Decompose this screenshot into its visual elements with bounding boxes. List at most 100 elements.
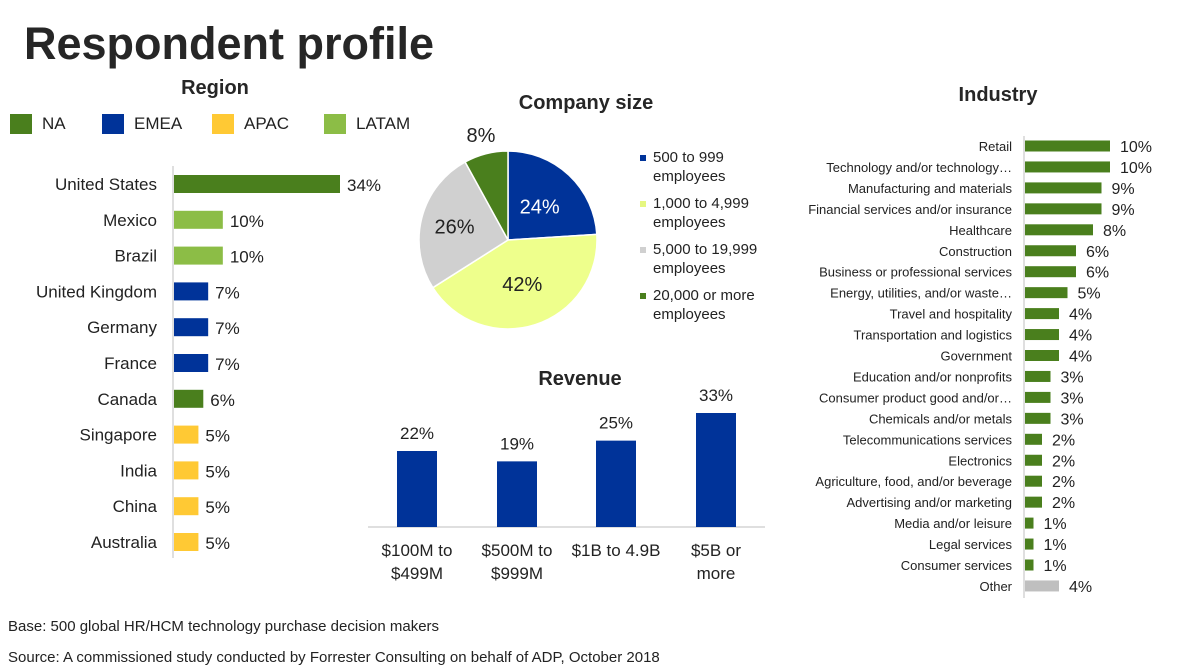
industry-category-label: Education and/or nonprofits: [853, 369, 1012, 384]
legend-label: NA: [42, 114, 66, 133]
revenue-category-label: $1B to 4.9B: [572, 541, 661, 560]
revenue-value-label: 22%: [400, 424, 434, 443]
revenue-value-label: 19%: [500, 434, 534, 453]
industry-value-label: 4%: [1069, 307, 1092, 324]
industry-value-label: 6%: [1086, 244, 1109, 261]
region-category-label: Singapore: [79, 426, 157, 445]
industry-category-label: Travel and hospitality: [890, 307, 1013, 322]
industry-value-label: 10%: [1120, 139, 1152, 156]
industry-bar: [1025, 140, 1110, 152]
region-value-label: 10%: [230, 212, 264, 231]
industry-bar: [1025, 287, 1068, 299]
revenue-bar: [497, 461, 537, 527]
region-value-label: 5%: [205, 427, 230, 446]
industry-category-label: Manufacturing and materials: [848, 181, 1013, 196]
industry-bar: [1025, 329, 1059, 341]
pie-value-label: 26%: [435, 216, 475, 238]
region-bar: [174, 175, 340, 193]
industry-value-label: 3%: [1061, 411, 1084, 428]
industry-value-label: 3%: [1061, 390, 1084, 407]
legend-swatch: [102, 114, 124, 134]
revenue-bar: [397, 451, 437, 527]
industry-category-label: Technology and/or technology…: [826, 160, 1012, 175]
footer-base: Base: 500 global HR/HCM technology purch…: [8, 618, 440, 635]
industry-value-label: 9%: [1112, 181, 1135, 198]
industry-bar: [1025, 182, 1102, 194]
region-category-label: Mexico: [103, 211, 157, 230]
region-category-label: United States: [55, 175, 157, 194]
region-chart: United States 34% Mexico 10% Brazil 10% United…: [36, 166, 381, 558]
region-bar: [174, 461, 199, 480]
region-value-label: 5%: [205, 534, 230, 553]
region-bar: [174, 282, 209, 301]
region-category-label: Australia: [91, 533, 158, 552]
company-size-pie-chart: 24% 42% 26% 8% 500 to 999 employees 1,000 to 4…: [418, 125, 757, 330]
industry-bar: [1025, 454, 1042, 466]
region-bar: [174, 497, 199, 516]
region-category-label: Brazil: [114, 247, 157, 266]
industry-category-label: Other: [979, 579, 1012, 594]
industry-bar: [1025, 475, 1042, 487]
pie-legend-label: 1,000 to 4,999 employees: [653, 195, 749, 231]
region-value-label: 7%: [215, 355, 240, 374]
industry-value-label: 2%: [1052, 453, 1075, 470]
pie-legend-label: 20,000 or more employees: [653, 287, 755, 323]
industry-bar: [1025, 580, 1059, 592]
revenue-bar: [696, 413, 736, 527]
industry-title: Industry: [958, 84, 1038, 106]
industry-bar: [1025, 559, 1034, 571]
region-bar: [174, 354, 209, 372]
pie-legend-swatch: [640, 201, 646, 207]
pie-slice: [418, 160, 509, 289]
industry-category-label: Chemicals and/or metals: [869, 411, 1013, 426]
legend-swatch: [10, 114, 32, 134]
industry-category-label: Consumer services: [901, 558, 1013, 573]
company-size-title: Company size: [518, 92, 654, 114]
industry-category-label: Financial services and/or insurance: [808, 202, 1012, 217]
revenue-bar: [596, 440, 636, 527]
industry-value-label: 1%: [1044, 558, 1067, 575]
region-bar: [174, 389, 204, 408]
pie-legend-label: 500 to 999 employees: [653, 149, 726, 185]
region-category-label: Canada: [97, 390, 157, 409]
region-legend-item: NA: [10, 114, 66, 134]
industry-bar: [1025, 370, 1051, 382]
industry-bar: [1025, 245, 1076, 257]
industry-value-label: 9%: [1112, 202, 1135, 219]
industry-category-label: Legal services: [929, 537, 1013, 552]
legend-swatch: [324, 114, 346, 134]
industry-category-label: Media and/or leisure: [894, 516, 1012, 531]
industry-value-label: 4%: [1069, 579, 1092, 596]
revenue-category-label: $500M to $999M: [482, 541, 553, 583]
region-value-label: 5%: [205, 498, 230, 517]
region-value-label: 5%: [205, 462, 230, 481]
industry-category-label: Electronics: [948, 453, 1012, 468]
region-value-label: 34%: [347, 176, 381, 195]
industry-value-label: 2%: [1052, 495, 1075, 512]
industry-category-label: Government: [940, 349, 1012, 364]
legend-label: EMEA: [134, 114, 183, 133]
revenue-category-label: $100M to $499M: [382, 541, 453, 583]
pie-legend-swatch: [640, 247, 646, 253]
page-title: Respondent profile: [24, 18, 435, 69]
industry-bar: [1025, 538, 1034, 550]
revenue-chart: 22% $100M to $499M 19% $500M to $999M 25% $1B t…: [368, 386, 765, 583]
industry-category-label: Construction: [939, 244, 1012, 259]
industry-category-label: Consumer product good and/or…: [819, 390, 1012, 405]
revenue-category-label: $5B or more: [691, 541, 741, 583]
industry-value-label: 1%: [1044, 537, 1067, 554]
industry-value-label: 8%: [1103, 223, 1126, 240]
region-bar: [174, 210, 223, 229]
industry-value-label: 4%: [1069, 328, 1092, 345]
pie-legend-swatch: [640, 293, 646, 299]
region-category-label: United Kingdom: [36, 282, 157, 301]
region-title: Region: [181, 77, 249, 99]
industry-value-label: 3%: [1061, 369, 1084, 386]
industry-category-label: Retail: [979, 139, 1012, 154]
pie-legend-label: 5,000 to 19,999 employees: [653, 241, 757, 277]
legend-swatch: [212, 114, 234, 134]
region-bar: [174, 246, 223, 265]
industry-value-label: 5%: [1078, 286, 1101, 303]
industry-value-label: 10%: [1120, 160, 1152, 177]
industry-bar: [1025, 350, 1059, 361]
